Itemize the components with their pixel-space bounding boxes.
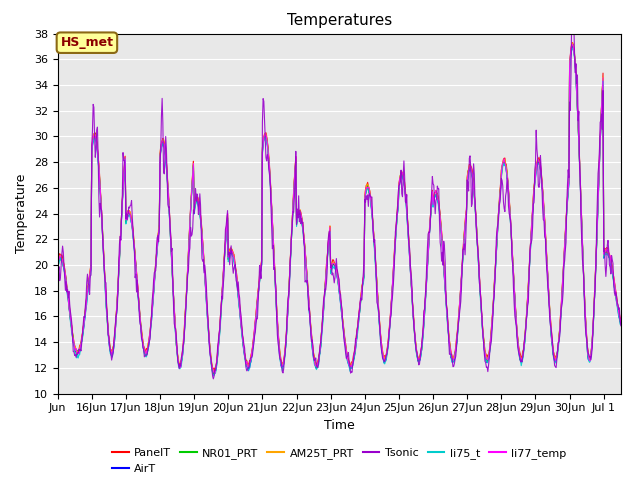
Text: HS_met: HS_met	[60, 36, 113, 49]
Y-axis label: Temperature: Temperature	[15, 174, 28, 253]
Legend: PanelT, AirT, NR01_PRT, AM25T_PRT, Tsonic, li75_t, li77_temp: PanelT, AirT, NR01_PRT, AM25T_PRT, Tsoni…	[108, 444, 571, 478]
Title: Temperatures: Temperatures	[287, 13, 392, 28]
X-axis label: Time: Time	[324, 419, 355, 432]
